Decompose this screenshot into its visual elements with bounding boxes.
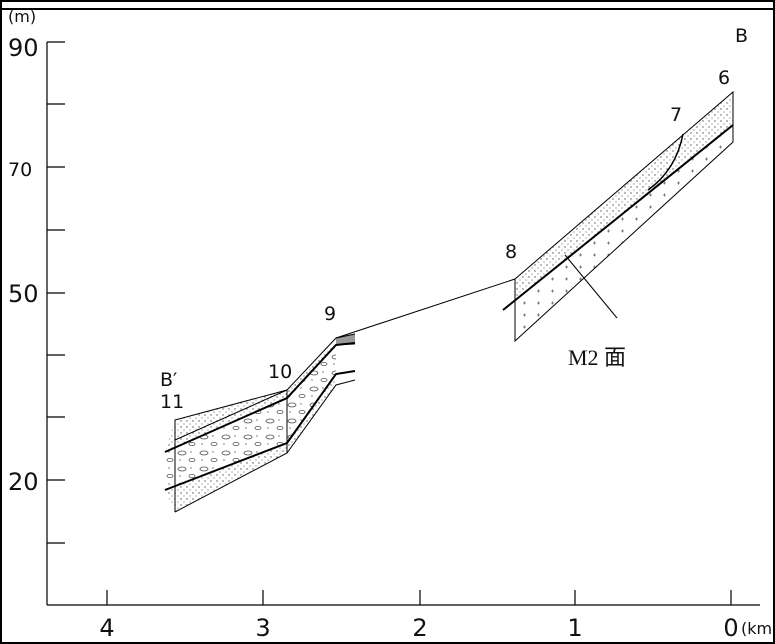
x-tick-label: 1 [567, 614, 582, 642]
section-label: 9 [324, 303, 336, 325]
section-label: 11 [160, 391, 184, 413]
y-tick-label: 50 [8, 280, 39, 308]
x-tick-label: 2 [412, 614, 427, 642]
x-tick-label: 0 [723, 614, 738, 642]
x-tick-label: 3 [255, 614, 270, 642]
x-tick-label: 4 [99, 614, 114, 642]
y-tick-label: 90 [8, 34, 39, 62]
section-label: B [735, 25, 748, 47]
frame [1, 1, 774, 643]
x-unit: (km [741, 619, 772, 638]
cross-section: (m) 90 70 50 20 4 3 2 1 0 (km B 6 7 8 9 … [0, 0, 775, 644]
section-label: 7 [670, 104, 682, 126]
left-section [165, 334, 355, 512]
section-label: 6 [718, 67, 730, 89]
right-section [336, 92, 733, 341]
section-label: 10 [268, 361, 292, 383]
axes [47, 42, 760, 605]
y-tick-label: 20 [8, 468, 39, 496]
y-label: (m) [8, 7, 36, 26]
section-label: 8 [505, 241, 517, 263]
surface-label: M2 面 [568, 345, 626, 370]
frame-top [1, 1, 774, 9]
section-label: B′ [160, 369, 177, 391]
y-tick-label: 70 [8, 159, 32, 181]
